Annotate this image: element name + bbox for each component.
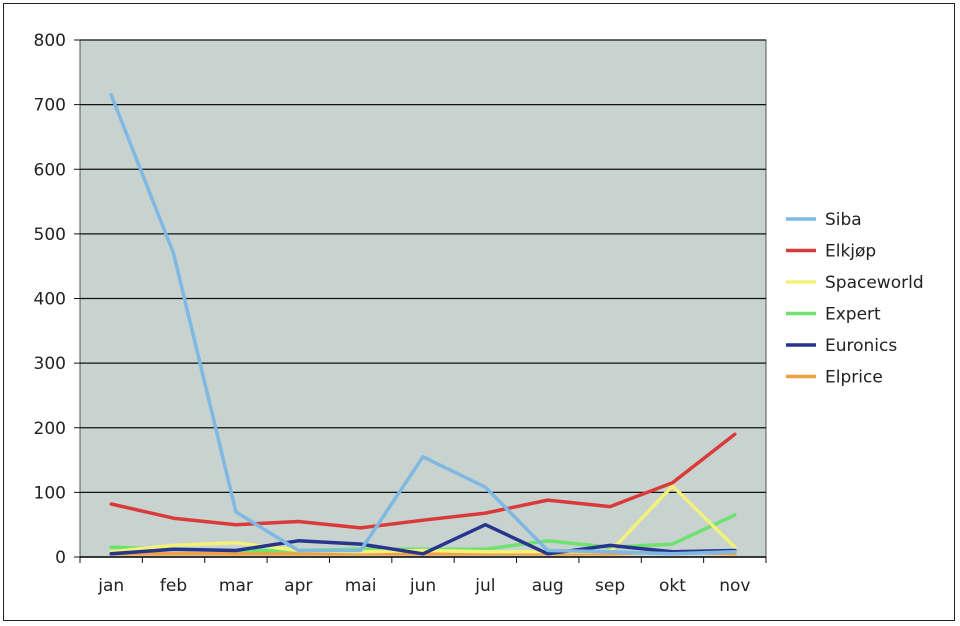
x-tick-label: aug xyxy=(532,576,564,596)
legend-label: Siba xyxy=(825,210,862,230)
y-tick-label: 500 xyxy=(34,225,66,245)
x-tick-label: okt xyxy=(659,576,686,596)
x-tick-label: nov xyxy=(719,576,750,596)
y-tick-label: 0 xyxy=(55,548,66,568)
x-tick-label: mar xyxy=(219,576,253,596)
y-tick-label: 400 xyxy=(34,290,66,310)
legend-label: Elprice xyxy=(825,368,883,388)
legend: Siba Elkjøp Spaceworld Expert Euronics Elpric… xyxy=(786,210,924,388)
y-tick-label: 800 xyxy=(34,31,66,51)
series-line-spaceworld xyxy=(109,484,737,554)
series-line-siba xyxy=(109,93,737,556)
y-tick-label: 700 xyxy=(34,96,66,116)
x-tick-label: feb xyxy=(160,576,187,596)
y-tick-label: 100 xyxy=(34,483,66,503)
y-tick-label: 300 xyxy=(34,354,66,374)
x-tick-label: jul xyxy=(474,576,495,596)
legend-label: Elkjøp xyxy=(825,242,876,262)
x-tick-label: apr xyxy=(284,576,312,596)
gridlines xyxy=(80,39,766,558)
series-lines xyxy=(109,93,737,556)
x-tick-label: jan xyxy=(97,576,124,596)
x-axis-ticks: jan feb mar apr mai jun jul aug sep okt nov xyxy=(79,556,767,596)
legend-label: Spaceworld xyxy=(825,273,924,293)
x-tick-label: mai xyxy=(345,576,377,596)
y-tick-label: 600 xyxy=(34,160,66,180)
y-tick-label: 200 xyxy=(34,419,66,439)
legend-label: Expert xyxy=(825,305,881,325)
x-tick-label: sep xyxy=(595,576,625,596)
y-axis-ticks: 0 100 200 300 400 500 600 700 800 xyxy=(34,31,80,568)
series-line-elkjøp xyxy=(109,432,737,530)
series-line-euronics xyxy=(109,522,737,556)
x-tick-label: jun xyxy=(409,576,436,596)
legend-label: Euronics xyxy=(825,336,897,356)
